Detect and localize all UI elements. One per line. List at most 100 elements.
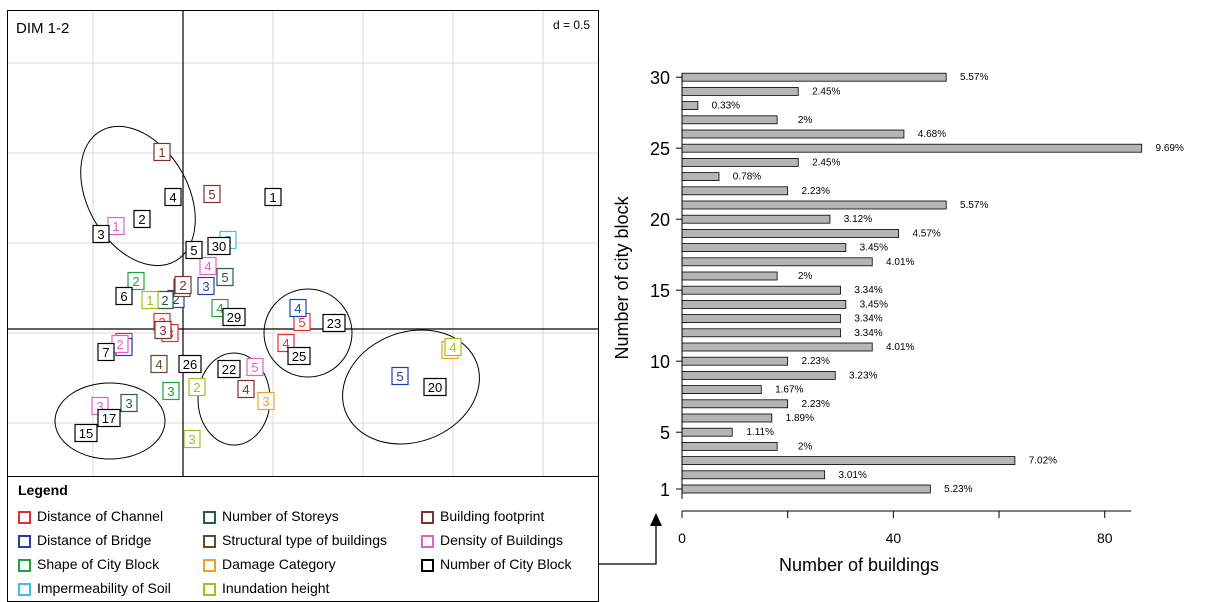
y-tick-label: 25 (650, 139, 670, 159)
bar-data-label: 5.57% (960, 72, 988, 83)
bar-data-label: 3.23% (849, 370, 877, 381)
bar-data-label: 3.34% (854, 314, 882, 325)
bar-data-label: 3.01% (838, 470, 866, 481)
bar-data-label: 2% (798, 115, 813, 126)
plot-title: DIM 1-2 (16, 20, 69, 37)
bar (681, 214, 831, 224)
plot-point: 3 (162, 381, 180, 401)
legend-label: Distance of Bridge (37, 532, 152, 548)
point-label: 7 (102, 345, 109, 360)
legend-swatch (203, 511, 216, 524)
plot-point: 2 (111, 334, 129, 354)
point-label: 4 (449, 340, 456, 355)
bar (681, 186, 789, 196)
bar (681, 441, 778, 451)
bar (681, 299, 847, 309)
bar-data-label: 1.67% (775, 385, 803, 396)
y-tick-label: 1 (660, 480, 670, 500)
point-label: 17 (102, 411, 116, 426)
plot-point: 1 (264, 187, 282, 207)
bar-data-label: 2% (798, 441, 813, 452)
x-axis-label: Number of buildings (779, 555, 939, 575)
y-tick-label: 15 (650, 281, 670, 301)
y-tick-label: 20 (650, 210, 670, 230)
plot-point: 30 (207, 236, 231, 256)
legend-swatch (421, 535, 434, 548)
legend-label: Number of City Block (440, 556, 572, 572)
point-label: 5 (396, 369, 403, 384)
bar (681, 271, 778, 281)
point-marker (257, 391, 275, 411)
plot-point: 29 (222, 307, 246, 327)
point-marker (133, 209, 151, 229)
legend-swatch (18, 511, 31, 524)
bar (681, 115, 778, 125)
point-label: 3 (262, 394, 269, 409)
bar (681, 143, 1143, 153)
bar-data-label: 5.57% (960, 200, 988, 211)
bar (681, 129, 905, 139)
plot-point: 4 (199, 256, 217, 276)
point-label: 5 (251, 360, 258, 375)
plot-point: 4 (444, 337, 462, 357)
legend-label: Inundation height (222, 580, 330, 596)
plot-point: 17 (97, 408, 121, 428)
plot-points: 1234512345234523524341234123451234512345… (74, 142, 462, 449)
cluster-ellipse (342, 329, 480, 445)
plot-point: 3 (183, 429, 201, 449)
bar (681, 328, 841, 338)
y-tick-label: 5 (660, 423, 670, 443)
point-marker (150, 354, 168, 374)
bar-data-label: 3.34% (854, 285, 882, 296)
bar-data-label: 2.23% (802, 186, 830, 197)
legend-item: Impermeability of Soil (18, 579, 171, 597)
bar (681, 200, 947, 210)
plot-point: 1 (107, 216, 125, 236)
legend-item: Damage Category (203, 555, 336, 573)
legend-swatch (421, 559, 434, 572)
point-label: 29 (227, 310, 241, 325)
bar (681, 72, 947, 82)
bar-data-label: 7.02% (1029, 456, 1057, 467)
bar (681, 243, 847, 253)
point-label: 2 (132, 274, 139, 289)
plot-point: 5 (246, 357, 264, 377)
point-marker (97, 408, 121, 428)
legend-item: Number of City Block (421, 555, 571, 573)
bar (681, 470, 826, 480)
point-marker (97, 342, 115, 362)
point-label: 4 (216, 301, 223, 316)
correspondence-plot-panel: 1234512345234523524341234123451234512345… (7, 10, 599, 602)
plot-point: 3 (154, 320, 172, 340)
legend-swatch (18, 583, 31, 596)
bar (681, 484, 931, 494)
legend-swatch (421, 511, 434, 524)
point-label: 30 (212, 239, 226, 254)
plot-point: 3 (120, 393, 138, 413)
plot-point: 3 (257, 391, 275, 411)
bar-data-label: 2% (798, 271, 813, 282)
point-marker (237, 379, 255, 399)
legend-label: Distance of Channel (37, 508, 164, 524)
plot-point: 6 (115, 286, 133, 306)
x-tick-label: 40 (886, 530, 902, 546)
bar (681, 87, 799, 96)
point-marker (162, 381, 180, 401)
point-label: 1 (158, 145, 165, 160)
plot-point: 4 (237, 379, 255, 399)
x-tick-label: 0 (678, 530, 686, 546)
legend-item: Structural type of buildings (203, 531, 387, 549)
bar (681, 370, 836, 380)
point-marker (217, 359, 241, 379)
point-label: 3 (188, 432, 195, 447)
bar (681, 157, 799, 167)
bar-data-label: 2.45% (812, 86, 840, 97)
legend-title: Legend (18, 482, 68, 498)
legend-item: Shape of City Block (18, 555, 159, 573)
point-label: 3 (125, 396, 132, 411)
plot-point: 2 (188, 377, 206, 397)
bar-data-label: 4.01% (886, 342, 914, 353)
point-marker (120, 393, 138, 413)
point-label: 6 (120, 289, 127, 304)
